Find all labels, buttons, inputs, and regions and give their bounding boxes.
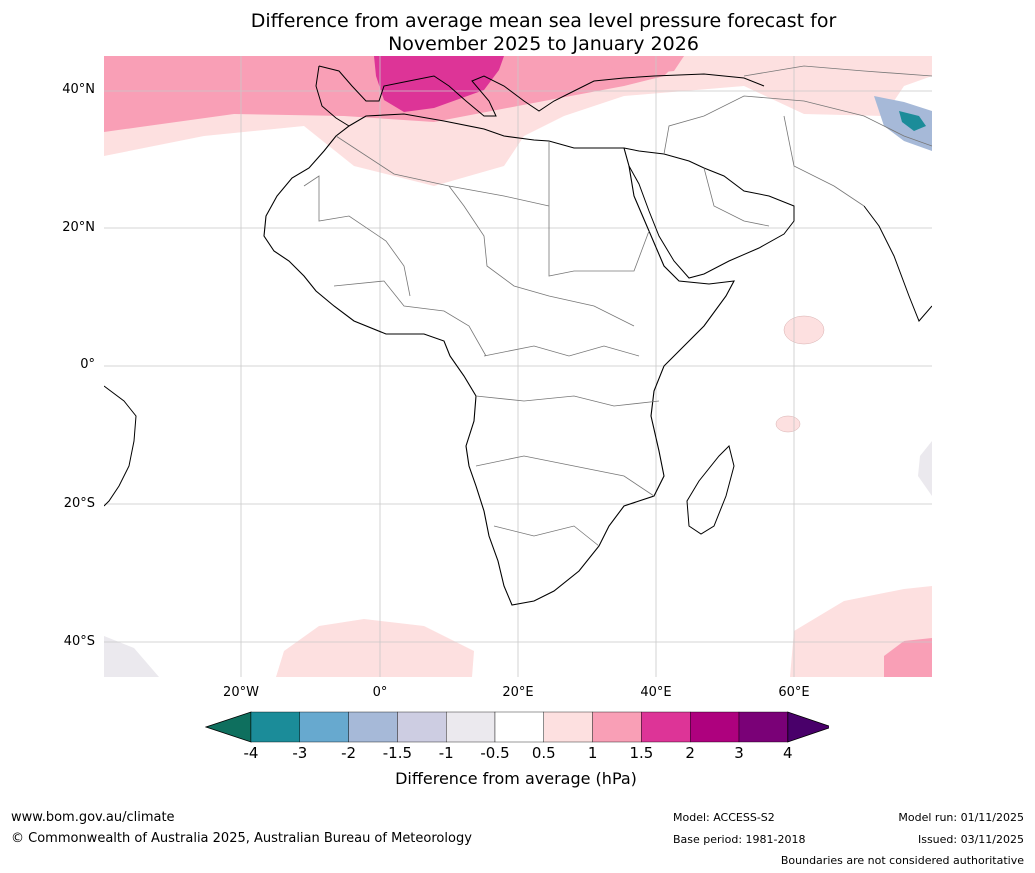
lon-label-0: 0° xyxy=(372,685,388,700)
arabia-coastline xyxy=(623,147,795,279)
cb-tick: -1 xyxy=(438,744,454,762)
footer-disclaimer: Boundaries are not considered authoritat… xyxy=(780,854,1024,867)
anomaly-negative-core xyxy=(899,111,926,131)
lat-label-40n: 40°N xyxy=(62,82,95,97)
anomaly-core-mediterranean xyxy=(374,56,504,112)
graticule xyxy=(104,56,932,677)
lat-label-20s: 20°S xyxy=(63,496,95,511)
anomaly-band-medium-south-east xyxy=(884,638,932,677)
colorbar-segment xyxy=(690,711,740,743)
iberia-coastline xyxy=(315,65,350,127)
lon-label-20e: 20°E xyxy=(502,685,534,700)
footer-issued: Issued: 03/11/2025 xyxy=(917,833,1024,846)
lat-label-40s: 40°S xyxy=(63,634,95,649)
anomaly-near-zero-sw xyxy=(104,636,159,677)
cb-tick: -1.5 xyxy=(382,744,413,762)
cb-tick: 0.5 xyxy=(531,744,556,762)
footer-website[interactable]: www.bom.gov.au/climate xyxy=(11,810,175,825)
anomaly-blob-indian-ocean xyxy=(783,315,825,345)
cb-tick: 4 xyxy=(783,744,793,762)
footer-base-period: Base period: 1981-2018 xyxy=(673,833,806,846)
colorbar-segment xyxy=(250,711,300,743)
lon-label-20w: 20°W xyxy=(223,685,259,700)
cb-tick: 3 xyxy=(734,744,744,762)
cb-tick: 1 xyxy=(587,744,598,762)
cb-tick: 2 xyxy=(685,744,695,762)
anomaly-band-light-south-west xyxy=(276,619,474,677)
anomaly-blob-madagascar-east xyxy=(775,415,801,433)
cb-tick: -0.5 xyxy=(480,744,510,762)
colorbar-segment xyxy=(543,711,593,743)
chart-title: Difference from average mean sea level p… xyxy=(0,10,1035,56)
footer-model: Model: ACCESS-S2 xyxy=(673,811,775,824)
cb-tick: -4 xyxy=(243,744,259,762)
south-america-coastline xyxy=(104,385,137,507)
cb-tick: -2 xyxy=(341,744,357,762)
lon-label-60e: 60°E xyxy=(778,685,810,700)
colorbar-segment xyxy=(348,711,398,743)
colorbar-segment xyxy=(397,711,447,743)
cb-tick: 1.5 xyxy=(629,744,654,762)
cb-tick: -3 xyxy=(292,744,308,762)
colorbar xyxy=(205,711,829,743)
colorbar-extend-low xyxy=(205,711,252,743)
lat-label-20n: 20°N xyxy=(62,220,95,235)
madagascar-coastline xyxy=(686,445,735,535)
footer-copyright: © Commonwealth of Australia 2025, Austra… xyxy=(11,831,472,846)
anomaly-negative-east xyxy=(874,96,932,151)
colorbar-segment xyxy=(494,711,544,743)
title-line-2: November 2025 to January 2026 xyxy=(388,33,699,55)
europe-coastline xyxy=(318,65,765,117)
title-line-1: Difference from average mean sea level p… xyxy=(250,10,837,32)
footer-model-run: Model run: 01/11/2025 xyxy=(898,811,1024,824)
colorbar-segment xyxy=(738,711,788,743)
india-coastline xyxy=(863,205,932,322)
anomaly-band-medium-ne xyxy=(594,56,684,76)
colorbar-segment xyxy=(445,711,496,743)
colorbar-extend-high xyxy=(787,711,829,743)
anomaly-near-zero-se xyxy=(918,441,932,496)
colorbar-label: Difference from average (hPa) xyxy=(395,769,637,788)
africa-coastline xyxy=(263,113,735,606)
colorbar-segment xyxy=(299,711,349,743)
pressure-anomaly-map xyxy=(104,56,932,677)
lon-label-40e: 40°E xyxy=(640,685,672,700)
country-borders xyxy=(303,65,932,547)
colorbar-segment xyxy=(641,711,691,743)
lat-label-equator: 0° xyxy=(80,357,95,372)
colorbar-segment xyxy=(592,711,642,743)
